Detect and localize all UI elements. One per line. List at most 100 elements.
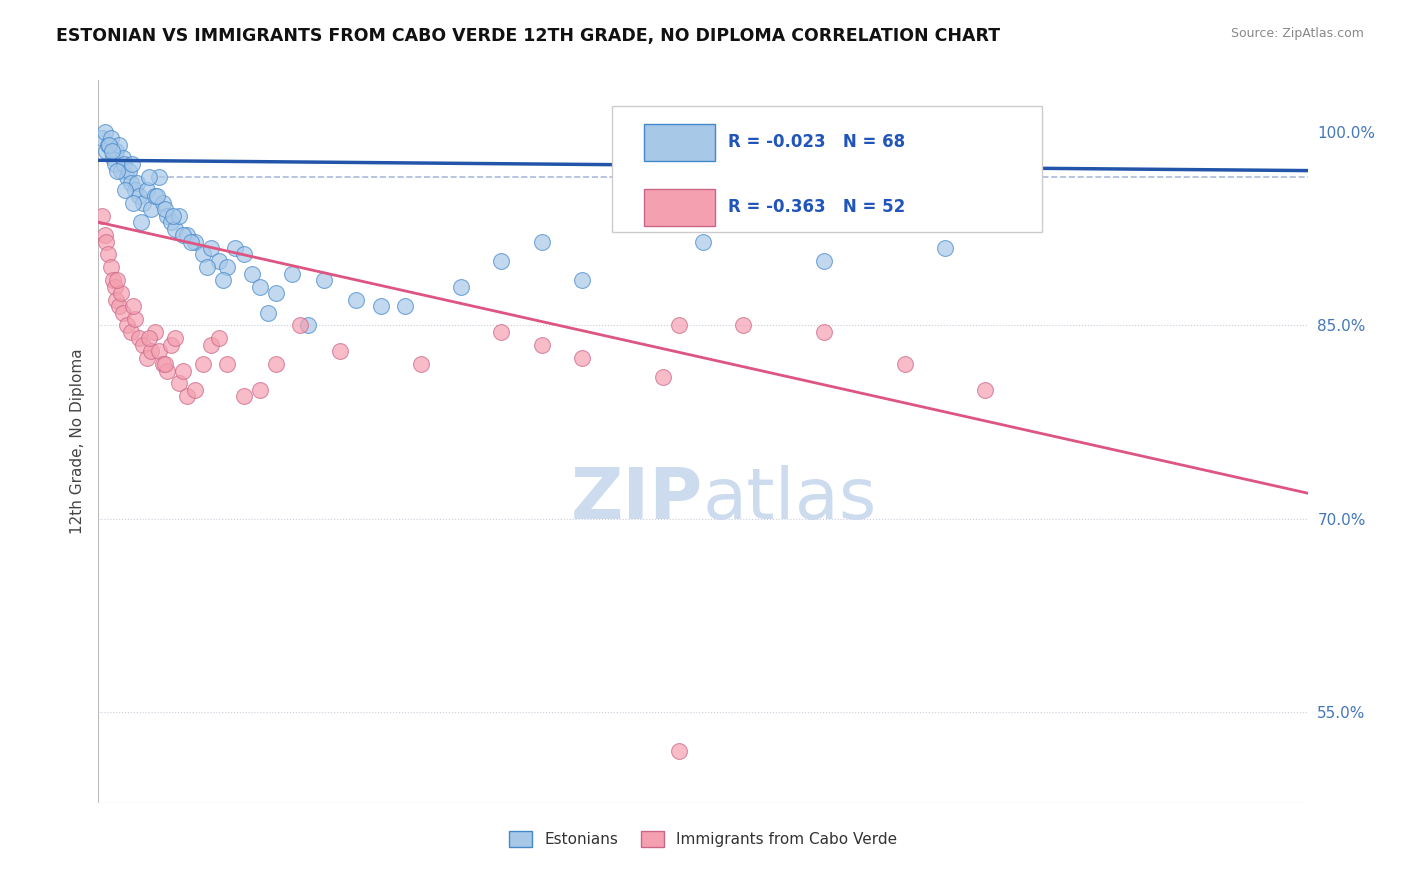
Point [329, 344, 352, 359]
Legend: Estonians, Immigrants from Cabo Verde: Estonians, Immigrants from Cabo Verde [503, 825, 903, 853]
Point [101, 273, 124, 287]
Point [105, 273, 128, 287]
Point [105, 145, 128, 159]
Point [668, 318, 690, 333]
Point [180, 235, 202, 249]
Point [97, 137, 120, 152]
Point [143, 325, 166, 339]
Point [530, 235, 553, 249]
Point [135, 183, 157, 197]
Point [176, 389, 198, 403]
Point [162, 209, 184, 223]
Text: R = -0.023   N = 68: R = -0.023 N = 68 [728, 134, 905, 152]
Point [893, 357, 915, 371]
Point [156, 209, 179, 223]
Text: Source: ZipAtlas.com: Source: ZipAtlas.com [1230, 27, 1364, 40]
Point [107, 299, 129, 313]
Point [200, 241, 222, 255]
FancyBboxPatch shape [613, 105, 1042, 232]
Point [491, 325, 513, 339]
Point [240, 267, 263, 281]
Point [733, 318, 755, 333]
Point [105, 293, 128, 307]
Point [212, 273, 235, 287]
Text: ESTONIAN VS IMMIGRANTS FROM CABO VERDE 12TH GRADE, NO DIPLOMA CORRELATION CHART: ESTONIAN VS IMMIGRANTS FROM CABO VERDE 1… [56, 27, 1000, 45]
Point [94, 125, 117, 139]
Point [103, 157, 125, 171]
Point [124, 312, 146, 326]
Point [167, 209, 190, 223]
Point [128, 189, 150, 203]
Point [138, 331, 160, 345]
Point [128, 331, 150, 345]
Y-axis label: 12th Grade, No Diploma: 12th Grade, No Diploma [69, 349, 84, 534]
Point [148, 169, 170, 184]
Point [101, 151, 124, 165]
Point [135, 351, 157, 365]
Point [111, 305, 134, 319]
Point [100, 131, 122, 145]
Point [96, 235, 118, 249]
Point [224, 241, 246, 255]
Point [208, 253, 231, 268]
Point [172, 228, 194, 243]
Point [184, 383, 207, 397]
Point [163, 221, 186, 235]
Text: ZIP: ZIP [571, 465, 703, 533]
Point [530, 338, 553, 352]
Point [160, 338, 183, 352]
Point [256, 305, 278, 319]
Point [450, 279, 472, 293]
Point [232, 247, 254, 261]
Point [193, 357, 215, 371]
Point [101, 145, 124, 159]
Point [281, 267, 304, 281]
Point [571, 351, 593, 365]
Point [184, 235, 207, 249]
Point [409, 357, 432, 371]
Point [132, 195, 155, 210]
Point [172, 363, 194, 377]
Point [127, 177, 149, 191]
Point [112, 157, 135, 171]
Point [155, 202, 177, 217]
Point [491, 253, 513, 268]
Point [155, 357, 177, 371]
Point [91, 131, 114, 145]
Point [146, 189, 169, 203]
Point [122, 195, 145, 210]
Point [103, 279, 125, 293]
Point [249, 279, 271, 293]
Point [195, 260, 218, 275]
Point [111, 151, 134, 165]
Point [96, 145, 118, 159]
Point [264, 286, 287, 301]
Point [115, 318, 138, 333]
Point [217, 357, 239, 371]
Point [152, 195, 174, 210]
Point [148, 344, 170, 359]
Point [200, 338, 222, 352]
Point [288, 318, 311, 333]
Point [100, 260, 122, 275]
Point [105, 163, 128, 178]
Point [110, 286, 132, 301]
Point [115, 169, 138, 184]
Point [152, 357, 174, 371]
Point [208, 331, 231, 345]
Point [138, 169, 160, 184]
Point [394, 299, 416, 313]
Point [97, 247, 120, 261]
Point [813, 253, 835, 268]
Point [176, 228, 198, 243]
Point [124, 183, 146, 197]
Text: R = -0.363   N = 52: R = -0.363 N = 52 [728, 198, 905, 217]
Point [344, 293, 367, 307]
FancyBboxPatch shape [644, 188, 716, 227]
Point [110, 163, 132, 178]
Point [156, 363, 179, 377]
Point [121, 157, 143, 171]
Point [163, 331, 186, 345]
Point [120, 325, 142, 339]
Point [167, 376, 190, 391]
